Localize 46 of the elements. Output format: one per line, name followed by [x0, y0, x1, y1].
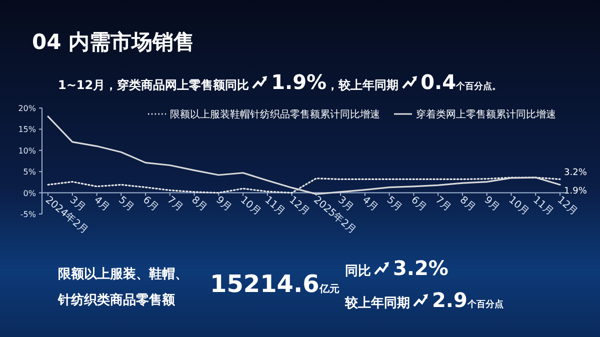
text: 限额以上服装、鞋帽、: [58, 267, 188, 282]
x-tick-label: 11月: [530, 194, 556, 218]
y-tick-label: -5%: [20, 210, 36, 219]
x-tick-label: 5月: [384, 194, 404, 214]
x-tick-label: 4月: [360, 194, 380, 214]
x-tick-label: 8月: [458, 194, 478, 214]
x-tick-label: 12月: [555, 194, 580, 218]
x-tick-label: 10月: [238, 194, 263, 218]
x-tick-label: 6月: [140, 194, 160, 214]
text: 同比: [345, 263, 371, 280]
text: 1.9%: [271, 70, 327, 94]
x-tick-label: 12月: [286, 194, 312, 218]
x-tick-label: 11月: [262, 194, 287, 218]
text: 针纺织类商品零售额: [58, 293, 175, 308]
x-tick-label: 10月: [506, 194, 531, 218]
text: 15214.6: [210, 270, 320, 298]
x-tick-label: 9月: [482, 194, 502, 214]
y-tick-label: 0%: [23, 188, 36, 198]
x-tick-label: 7月: [433, 194, 453, 214]
chart-title: 04 内需市场销售: [32, 29, 195, 56]
x-tick-label: 5月: [116, 194, 136, 214]
x-tick-label: 3月: [67, 194, 88, 214]
x-tick-label: 8月: [189, 194, 209, 214]
y-tick-label: 15%: [18, 125, 36, 134]
y-tick-label: 10%: [18, 146, 36, 156]
y-tick-label: 5%: [23, 168, 36, 177]
text: 亿元: [319, 282, 340, 296]
legend-label: 限额以上服装鞋帽针纺织品零售额累计同比增速: [170, 108, 380, 120]
x-tick-label: 3月: [336, 194, 356, 214]
text: 个百分点: [467, 298, 504, 311]
line-series: [47, 176, 561, 194]
text: 2.9: [432, 288, 468, 312]
y-tick-label: 20%: [18, 104, 36, 113]
text: 较上年同期: [345, 295, 410, 312]
x-tick-label: 6月: [408, 194, 428, 214]
text: 3.2%: [393, 256, 448, 280]
x-tick-label: 4月: [92, 194, 112, 214]
legend-label: 穿着类网上零售额累计同比增速: [416, 108, 556, 120]
text: ，较上年同期: [326, 77, 399, 94]
text: 个百分点。: [456, 80, 502, 93]
text: 1~12月，穿类商品网上零售额同比: [58, 77, 250, 94]
text: 0.4: [420, 70, 456, 94]
x-tick-label: 9月: [214, 194, 234, 214]
data-label: 3.2%: [564, 168, 588, 178]
data-label: 1.9%: [564, 186, 588, 197]
x-tick-label: 7月: [164, 194, 185, 214]
